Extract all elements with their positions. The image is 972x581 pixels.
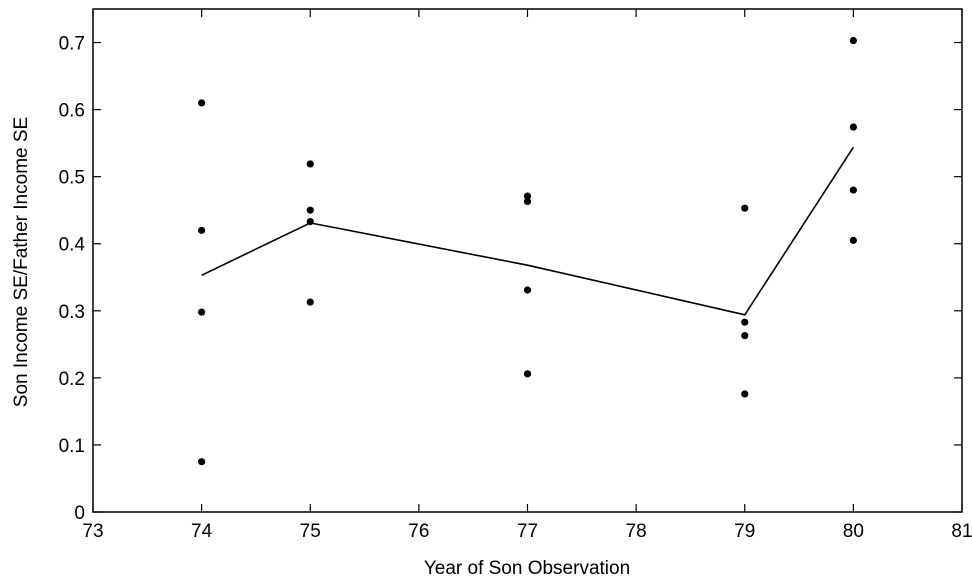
x-tick-label: 73	[82, 521, 103, 542]
data-point	[849, 36, 857, 45]
y-tick-label: 0.6	[59, 101, 85, 122]
data-point	[849, 186, 857, 194]
data-point	[849, 236, 857, 244]
y-tick-labels: 0 0.1 0.2 0.3 0.4 0.5 0.6 0.7	[59, 34, 86, 524]
x-tick-label: 74	[191, 521, 213, 542]
data-point	[741, 204, 749, 212]
x-axis-title: Year of Son Observation	[424, 558, 630, 579]
data-point	[306, 218, 314, 226]
plot-frame	[92, 8, 963, 513]
data-point	[849, 123, 857, 131]
y-tick-label: 0	[74, 503, 85, 524]
data-point	[198, 308, 206, 316]
y-axis-title: Son Income SE/Father Income SE	[11, 117, 32, 407]
x-tick-label: 79	[734, 521, 755, 542]
data-point	[741, 318, 749, 326]
x-tick-label: 76	[408, 521, 429, 542]
x-tick-label: 81	[951, 521, 972, 542]
data-point	[523, 192, 532, 200]
data-point	[198, 458, 206, 466]
data-point	[306, 298, 314, 306]
y-tick-label: 0.3	[59, 302, 85, 323]
data-point	[741, 390, 749, 398]
y-tick-label: 0.1	[59, 436, 85, 457]
data-point	[523, 370, 532, 378]
data-points	[198, 36, 857, 466]
data-point	[523, 286, 532, 294]
y-tick-label: 0.5	[59, 168, 85, 189]
data-point	[198, 226, 206, 234]
data-point	[523, 197, 532, 206]
data-point	[198, 99, 206, 107]
data-point	[306, 206, 314, 214]
x-tick-label: 80	[843, 521, 864, 542]
y-tick-label: 0.4	[59, 235, 86, 256]
x-tick-label: 77	[517, 521, 538, 542]
y-tick-label: 0.2	[59, 369, 85, 390]
x-tick-labels: 73 74 75 76 77 78 79 80 81	[82, 521, 972, 542]
y-tick-label: 0.7	[59, 34, 85, 55]
x-tick-label: 75	[300, 521, 321, 542]
data-point	[741, 332, 749, 340]
mean-trend-line	[201, 146, 855, 316]
tick-marks	[92, 9, 963, 513]
x-tick-label: 78	[626, 521, 647, 542]
data-point	[306, 160, 314, 168]
